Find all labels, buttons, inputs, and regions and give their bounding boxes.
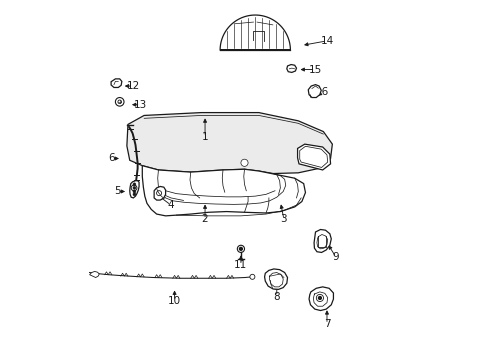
Circle shape [156, 191, 161, 195]
Text: 4: 4 [167, 200, 174, 210]
Polygon shape [142, 166, 305, 216]
Text: 2: 2 [202, 215, 208, 224]
Polygon shape [129, 181, 139, 198]
Circle shape [115, 98, 124, 106]
Text: 6: 6 [108, 153, 115, 163]
Circle shape [131, 185, 137, 191]
Circle shape [249, 274, 254, 279]
Polygon shape [264, 269, 287, 289]
Text: 8: 8 [273, 292, 280, 302]
Text: 16: 16 [315, 87, 328, 97]
Polygon shape [286, 64, 296, 72]
Circle shape [133, 193, 136, 196]
Polygon shape [154, 186, 165, 200]
Polygon shape [313, 229, 330, 252]
Polygon shape [111, 79, 122, 87]
Circle shape [239, 247, 242, 250]
Polygon shape [297, 144, 330, 170]
Circle shape [318, 297, 321, 300]
Text: 1: 1 [202, 132, 208, 142]
Text: 3: 3 [280, 215, 286, 224]
Polygon shape [220, 15, 290, 50]
Text: 9: 9 [332, 252, 339, 262]
Circle shape [133, 190, 136, 193]
Text: 13: 13 [134, 100, 147, 110]
Text: 10: 10 [168, 296, 181, 306]
Polygon shape [308, 85, 321, 98]
Polygon shape [299, 146, 327, 167]
Circle shape [118, 100, 121, 104]
Text: 5: 5 [114, 186, 120, 197]
Circle shape [316, 294, 323, 302]
Polygon shape [126, 113, 332, 174]
Circle shape [241, 159, 247, 166]
Circle shape [133, 186, 136, 189]
Text: 7: 7 [323, 319, 329, 329]
Polygon shape [308, 287, 333, 311]
Text: 14: 14 [320, 36, 333, 46]
Text: 15: 15 [308, 64, 322, 75]
Circle shape [133, 183, 136, 186]
Text: 11: 11 [234, 260, 247, 270]
Text: 12: 12 [126, 81, 140, 91]
Circle shape [237, 245, 244, 252]
Polygon shape [89, 271, 99, 278]
